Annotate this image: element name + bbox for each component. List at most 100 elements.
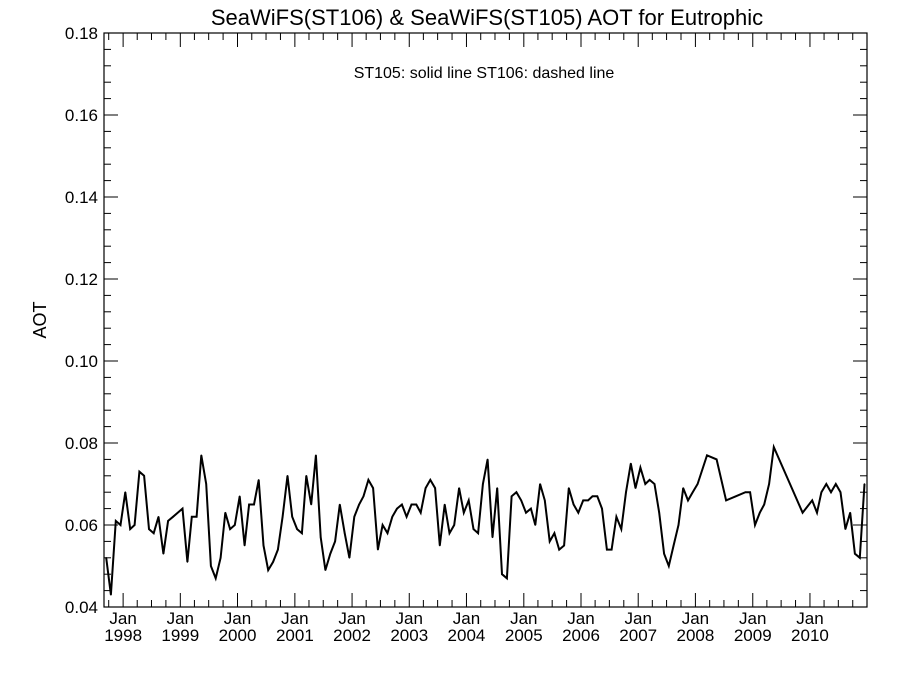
x-tick-year-label: 2009 [734,626,772,645]
series-line-st105 [105,443,866,595]
data-point [372,487,374,489]
data-point [496,487,499,489]
data-point [658,511,660,514]
data-point [572,503,575,506]
data-point [458,487,460,489]
data-point [630,462,632,465]
data-point [534,524,537,526]
data-point [610,548,613,551]
data-point [539,483,541,485]
data-point [854,552,856,555]
data-point [339,503,341,506]
data-point [286,475,289,477]
x-tick-year-label: 2006 [562,626,600,645]
data-point [214,577,217,580]
data-point [396,507,398,510]
data-point [262,544,265,547]
data-point [482,483,484,485]
data-point [367,479,370,481]
x-tick-year-label: 2004 [448,626,486,645]
data-point [863,483,866,485]
data-point [429,479,432,481]
data-point [816,511,818,514]
data-point [691,491,694,494]
data-point [472,528,475,530]
data-point [205,483,207,485]
data-point [801,511,804,514]
x-tick-month-label: Jan [396,609,423,628]
series-style-note: ST105: solid line ST106: dashed line [354,65,615,82]
data-point [648,479,651,481]
data-point [453,524,456,526]
data-point [443,503,446,506]
data-point [186,561,189,563]
data-point [749,491,751,494]
data-point [467,499,470,502]
data-point [362,495,365,498]
data-point [587,499,589,502]
x-tick-month-label: Jan [167,609,194,628]
data-point [744,491,747,494]
plot-frame [103,32,868,608]
data-point [343,532,346,534]
data-point [296,528,298,530]
data-point [735,495,737,498]
data-point [601,507,603,510]
x-tick-month-label: Jan [796,609,823,628]
data-point [143,475,145,477]
data-point [811,499,813,502]
x-tick-month-label: Jan [281,609,308,628]
data-point [773,446,775,448]
data-point [272,561,274,563]
data-point [577,511,580,514]
data-point [377,548,379,551]
data-point [267,569,270,571]
data-point [606,548,608,551]
data-point [563,544,565,547]
data-point [119,524,122,526]
data-point [167,520,169,522]
data-point [301,532,303,534]
x-tick-year-label: 2007 [619,626,657,645]
data-point [830,491,832,494]
data-point [386,532,389,534]
data-point [486,458,489,461]
y-tick-label: 0.14 [65,188,98,207]
x-tick-year-label: 2010 [791,626,829,645]
data-point [224,511,227,514]
data-point [148,528,150,530]
data-point [329,552,332,555]
data-point [663,552,665,555]
data-point [677,524,680,526]
data-point [219,557,222,559]
data-point [491,536,494,539]
data-point [620,528,623,530]
data-point [115,520,117,522]
data-point [439,544,441,547]
data-point [477,532,479,534]
x-tick-month-label: Jan [739,609,766,628]
data-point [591,495,594,498]
data-point [520,499,522,502]
data-point [634,487,637,489]
data-point [181,507,184,510]
data-point [234,524,236,526]
y-tick-label: 0.06 [65,516,98,535]
data-point [835,483,837,485]
data-point [334,540,336,543]
x-tick-year-label: 1998 [104,626,142,645]
data-point [419,511,422,514]
data-point [849,511,851,514]
y-axis-label: AOT [30,301,50,338]
data-point [315,454,317,457]
data-point [238,495,241,498]
data-point [133,524,136,526]
x-tick-year-label: 1999 [161,626,199,645]
data-point [844,528,847,530]
data-point [248,503,250,506]
x-tick-year-label: 2002 [333,626,371,645]
data-point [381,524,384,526]
data-point [787,479,789,481]
data-point [401,503,403,506]
